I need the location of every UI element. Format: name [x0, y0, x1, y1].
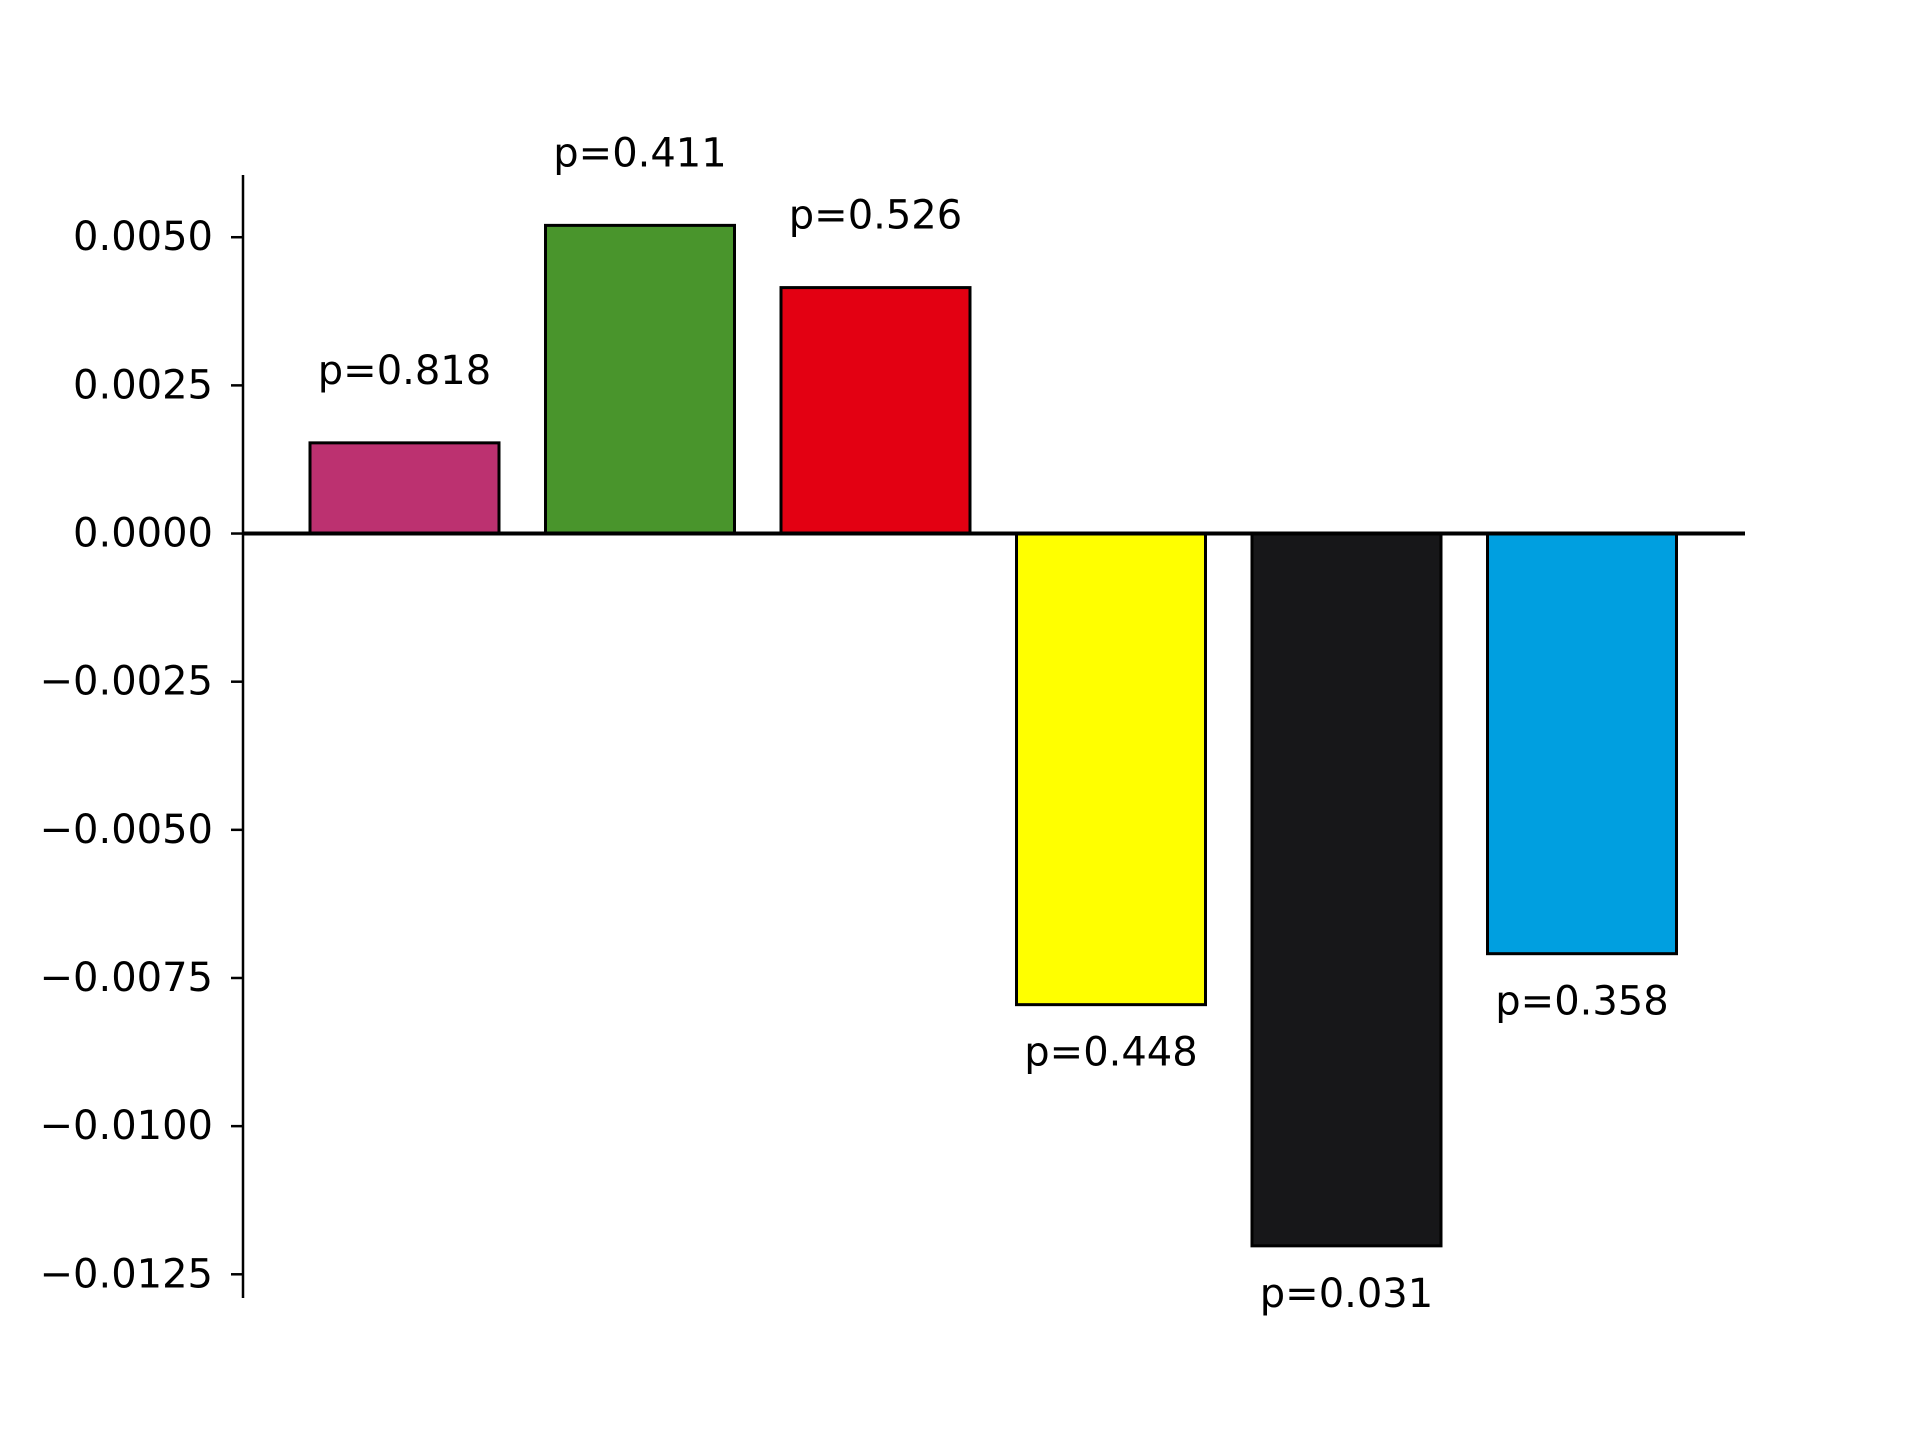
y-tick-label: 0.0000: [73, 511, 213, 557]
y-tick-label: 0.0025: [73, 362, 213, 408]
y-tick-label: −0.0075: [40, 955, 213, 1001]
bar: [1250, 532, 1443, 1248]
bar: [544, 223, 736, 536]
bar-data-label: p=0.818: [318, 348, 491, 394]
bar-data-label: p=0.358: [1495, 979, 1668, 1025]
y-tick-label: −0.0125: [40, 1251, 213, 1297]
bar: [308, 441, 501, 536]
y-tick-label: −0.0100: [40, 1103, 213, 1149]
y-tick-label: −0.0050: [40, 807, 213, 853]
bar-data-label: p=0.448: [1024, 1030, 1197, 1076]
bars-group: [308, 223, 1678, 1248]
bar: [1015, 532, 1207, 1007]
bar-data-label: p=0.526: [789, 193, 962, 239]
bar: [779, 286, 972, 536]
bar: [1486, 532, 1678, 956]
bar-data-label: p=0.411: [553, 130, 726, 176]
y-tick-label: −0.0025: [40, 659, 213, 705]
y-axis-ticks: 0.0050 0.0025 0.0000 −0.0025 −0.0050 −0.0075 −…: [40, 214, 243, 1297]
bar-data-label: p=0.031: [1260, 1271, 1433, 1317]
data-labels-group: p=0.818 p=0.411 p=0.526 p=0.448 p=0.031 p=0.3…: [318, 130, 1669, 1316]
y-tick-label: 0.0050: [73, 214, 213, 260]
